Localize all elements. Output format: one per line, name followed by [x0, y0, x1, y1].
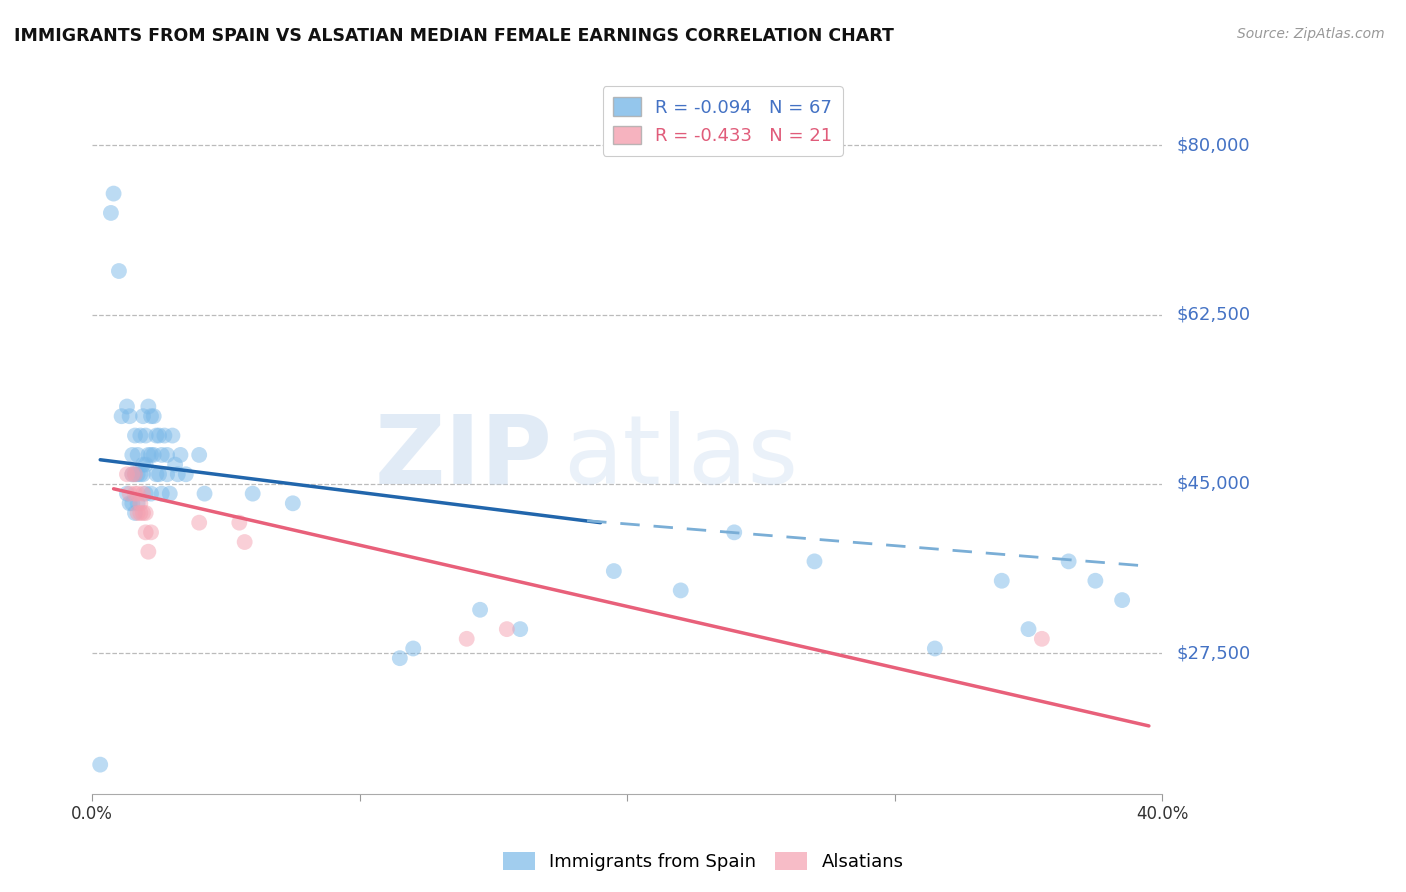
Text: IMMIGRANTS FROM SPAIN VS ALSATIAN MEDIAN FEMALE EARNINGS CORRELATION CHART: IMMIGRANTS FROM SPAIN VS ALSATIAN MEDIAN… — [14, 27, 894, 45]
Point — [139, 448, 162, 462]
Legend: R = -0.094   N = 67, R = -0.433   N = 21: R = -0.094 N = 67, R = -0.433 N = 21 — [603, 87, 844, 156]
Point — [124, 428, 146, 442]
Point — [121, 496, 143, 510]
Point — [129, 428, 152, 442]
Point — [139, 486, 162, 500]
Point — [110, 409, 132, 424]
Point — [118, 486, 141, 500]
Point — [188, 516, 211, 530]
Point — [402, 641, 425, 656]
Point — [124, 467, 146, 482]
Point — [135, 458, 157, 472]
Point — [990, 574, 1012, 588]
Point — [132, 409, 155, 424]
Point — [1084, 574, 1107, 588]
Point — [174, 467, 197, 482]
Point — [509, 622, 531, 636]
Point — [150, 448, 173, 462]
Point — [150, 486, 173, 500]
Text: $62,500: $62,500 — [1177, 306, 1250, 324]
Point — [162, 428, 184, 442]
Point — [115, 400, 138, 414]
Point — [121, 448, 143, 462]
Point — [127, 506, 149, 520]
Point — [121, 467, 143, 482]
Point — [135, 506, 157, 520]
Point — [124, 506, 146, 520]
Text: $45,000: $45,000 — [1177, 475, 1250, 493]
Text: $80,000: $80,000 — [1177, 136, 1250, 154]
Point — [188, 448, 211, 462]
Point — [108, 264, 131, 278]
Point — [129, 496, 152, 510]
Point — [138, 545, 160, 559]
Point — [156, 467, 179, 482]
Point — [129, 506, 152, 520]
Text: $27,500: $27,500 — [1177, 644, 1250, 663]
Point — [103, 186, 125, 201]
Point — [132, 458, 155, 472]
Point — [121, 467, 143, 482]
Point — [127, 496, 149, 510]
Point — [127, 467, 149, 482]
Point — [145, 467, 167, 482]
Point — [139, 409, 162, 424]
Point — [135, 428, 157, 442]
Point — [89, 757, 111, 772]
Point — [924, 641, 946, 656]
Point — [193, 486, 215, 500]
Point — [803, 554, 825, 568]
Point — [1057, 554, 1080, 568]
Point — [388, 651, 411, 665]
Point — [156, 448, 179, 462]
Point — [169, 448, 191, 462]
Point — [124, 467, 146, 482]
Point — [132, 506, 155, 520]
Point — [669, 583, 692, 598]
Point — [228, 516, 250, 530]
Text: atlas: atlas — [562, 410, 799, 504]
Point — [145, 428, 167, 442]
Point — [1031, 632, 1053, 646]
Point — [115, 467, 138, 482]
Point — [124, 486, 146, 500]
Text: Source: ZipAtlas.com: Source: ZipAtlas.com — [1237, 27, 1385, 41]
Point — [142, 409, 165, 424]
Point — [159, 486, 181, 500]
Point — [233, 535, 256, 549]
Point — [148, 428, 170, 442]
Point — [127, 486, 149, 500]
Point — [148, 467, 170, 482]
Point — [138, 400, 160, 414]
Point — [166, 467, 188, 482]
Point — [118, 496, 141, 510]
Point — [132, 467, 155, 482]
Point — [242, 486, 264, 500]
Point — [1018, 622, 1040, 636]
Point — [127, 448, 149, 462]
Point — [153, 428, 176, 442]
Point — [468, 603, 491, 617]
Point — [1111, 593, 1133, 607]
Point — [723, 525, 745, 540]
Point — [456, 632, 478, 646]
Point — [135, 486, 157, 500]
Point — [139, 525, 162, 540]
Point — [165, 458, 187, 472]
Point — [603, 564, 626, 578]
Point — [138, 448, 160, 462]
Legend: Immigrants from Spain, Alsatians: Immigrants from Spain, Alsatians — [495, 845, 911, 879]
Point — [115, 486, 138, 500]
Point — [118, 409, 141, 424]
Point — [281, 496, 304, 510]
Point — [100, 206, 122, 220]
Point — [495, 622, 517, 636]
Point — [129, 467, 152, 482]
Text: ZIP: ZIP — [374, 410, 553, 504]
Point — [135, 525, 157, 540]
Point — [132, 486, 155, 500]
Point — [142, 448, 165, 462]
